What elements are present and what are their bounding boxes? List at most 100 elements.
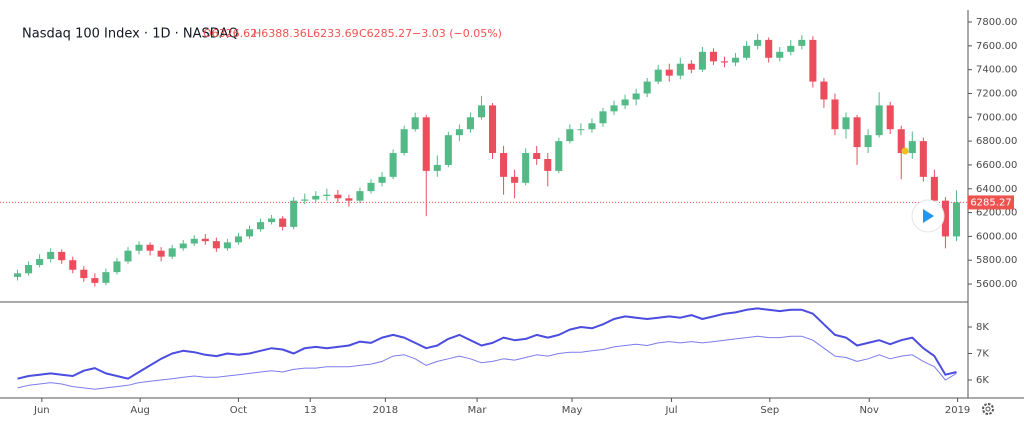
y-tick-label: 6000.00 [976,231,1017,242]
close-value: C6285.27 [359,27,412,40]
line-series [17,335,957,390]
candle-body [157,250,165,257]
candle-body [290,200,298,227]
candle-body [312,195,320,200]
candle-body [47,251,55,260]
candle-body [146,244,154,251]
candle-body [69,260,77,270]
chart-title: Nasdaq 100 Index · 1D · NASDAQ [22,27,238,42]
candle-body [687,63,695,70]
y-tick-label: 6600.00 [976,160,1017,171]
candle-body [422,117,430,171]
high-value: H6388.36 [253,27,307,40]
candle-body [190,238,198,244]
candle-body [732,57,740,63]
candle-body [212,241,220,249]
settings-button[interactable] [982,403,994,415]
candle-body [58,251,66,261]
candle-body [621,99,629,106]
candle-body [179,243,187,249]
y-tick-label: 5600.00 [976,279,1017,290]
candle-body [223,242,231,249]
x-tick-label: 2018 [373,405,398,416]
candle-body [566,129,574,142]
candle-body [908,141,916,154]
play-icon[interactable] [923,209,934,223]
last-price-tag [968,195,1014,210]
candle-body [665,69,673,76]
candle-body [743,45,751,58]
gear-center[interactable] [985,406,991,412]
y-tick-label: 7K [976,348,989,359]
candle-body [610,105,618,112]
candle-body [257,222,265,230]
candle-body [511,176,519,183]
event-marker[interactable] [901,147,909,155]
y-tick-label: 7800.00 [976,17,1017,28]
candle-body [809,39,817,82]
candle-body [522,153,530,183]
candle-body [345,198,353,201]
candle-body [632,93,640,100]
x-tick-label: 13 [304,405,317,416]
candle-body [952,202,961,237]
candle-body [864,135,872,148]
candle-body [25,264,33,274]
candle-body [643,81,651,94]
y-tick-label: 7200.00 [976,88,1017,99]
x-tick-label: Aug [130,405,150,416]
candle-body [279,218,287,227]
candle-body [787,45,795,52]
last-price-label: 6285.27 [970,197,1011,208]
candle-body [698,51,706,70]
y-tick-label: 7000.00 [976,112,1017,123]
x-tick-label: Jun [33,405,50,416]
candle-body [91,278,99,283]
x-tick-label: Nov [859,405,879,416]
candle-body [433,164,441,171]
candle-body [400,129,408,154]
candle-body [820,81,828,100]
y-tick-label: 6400.00 [976,184,1017,195]
candle-body [754,39,762,46]
y-tick-label: 7400.00 [976,65,1017,76]
candle-body [555,141,563,171]
line-series [17,307,957,380]
candle-body [776,51,784,58]
candle-body [301,199,309,201]
candle-body [588,123,596,130]
candle-body [488,105,497,154]
candle-body [168,248,176,257]
candle-body [444,135,452,165]
candle-body [599,111,607,124]
play-button[interactable] [911,199,945,233]
candle-body [930,176,938,201]
candle-body [201,238,209,242]
candle-body [533,153,541,159]
x-tick-label: Sep [760,405,779,416]
x-tick-label: May [562,405,583,416]
candle-body [500,153,508,177]
candle-body [654,69,662,82]
candle-body [842,117,850,130]
candle-body [245,229,254,237]
candle-body [411,117,419,130]
candle-body [367,182,375,192]
candle-body [455,129,463,136]
candle-body [234,236,242,243]
candle-body [334,194,342,199]
candle-body [135,244,143,251]
candle-body [919,141,927,177]
candle-body [13,273,22,277]
candle-body [886,105,894,130]
y-tick-label: 5800.00 [976,255,1017,266]
candle-body [113,261,121,273]
candle-body [466,117,474,130]
candle-body [36,259,44,265]
y-tick-label: 6200.00 [976,208,1017,219]
candle-body [577,129,585,131]
y-tick-label: 6K [976,375,989,386]
gear-icon[interactable] [982,403,994,415]
